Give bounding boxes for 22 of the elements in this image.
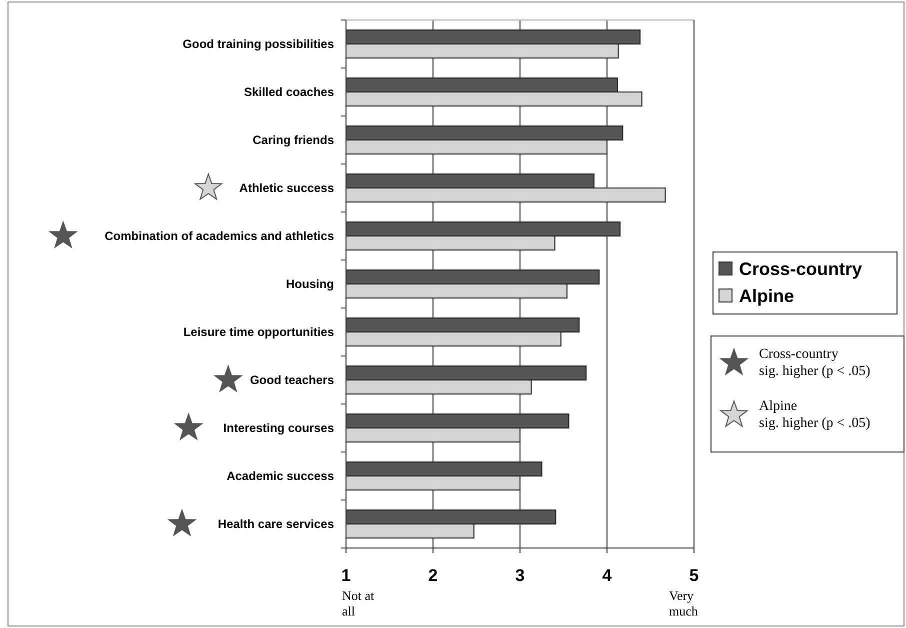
y-tick-label: Good training possibilities: [182, 37, 334, 51]
y-tick-label: Health care services: [218, 517, 334, 531]
x-tick-label: 2: [428, 566, 438, 585]
text: Not at all: [342, 588, 375, 619]
y-tick-label: Interesting courses: [223, 421, 334, 435]
text: Very much: [669, 588, 698, 619]
x-tick-label: 3: [515, 566, 525, 585]
y-tick-label: Academic success: [226, 469, 334, 483]
x-tick-label: 4: [602, 566, 612, 585]
text: Cross-country sig. higher (p < .05): [759, 347, 871, 379]
y-tick-label: Good teachers: [250, 373, 334, 387]
y-tick-label: Skilled coaches: [244, 85, 334, 99]
legend-label: Cross-country: [739, 259, 862, 279]
y-tick-label: Combination of academics and athletics: [104, 229, 334, 243]
y-tick-label: Athletic success: [239, 181, 334, 195]
x-tick-label: 1: [341, 566, 351, 585]
y-tick-label: Caring friends: [252, 133, 334, 147]
y-tick-label: Housing: [286, 277, 334, 291]
text: Alpine sig. higher (p < .05): [759, 399, 871, 431]
x-tick-label: 5: [689, 566, 699, 585]
y-tick-label: Leisure time opportunities: [183, 325, 334, 339]
legend-label: Alpine: [739, 286, 794, 306]
